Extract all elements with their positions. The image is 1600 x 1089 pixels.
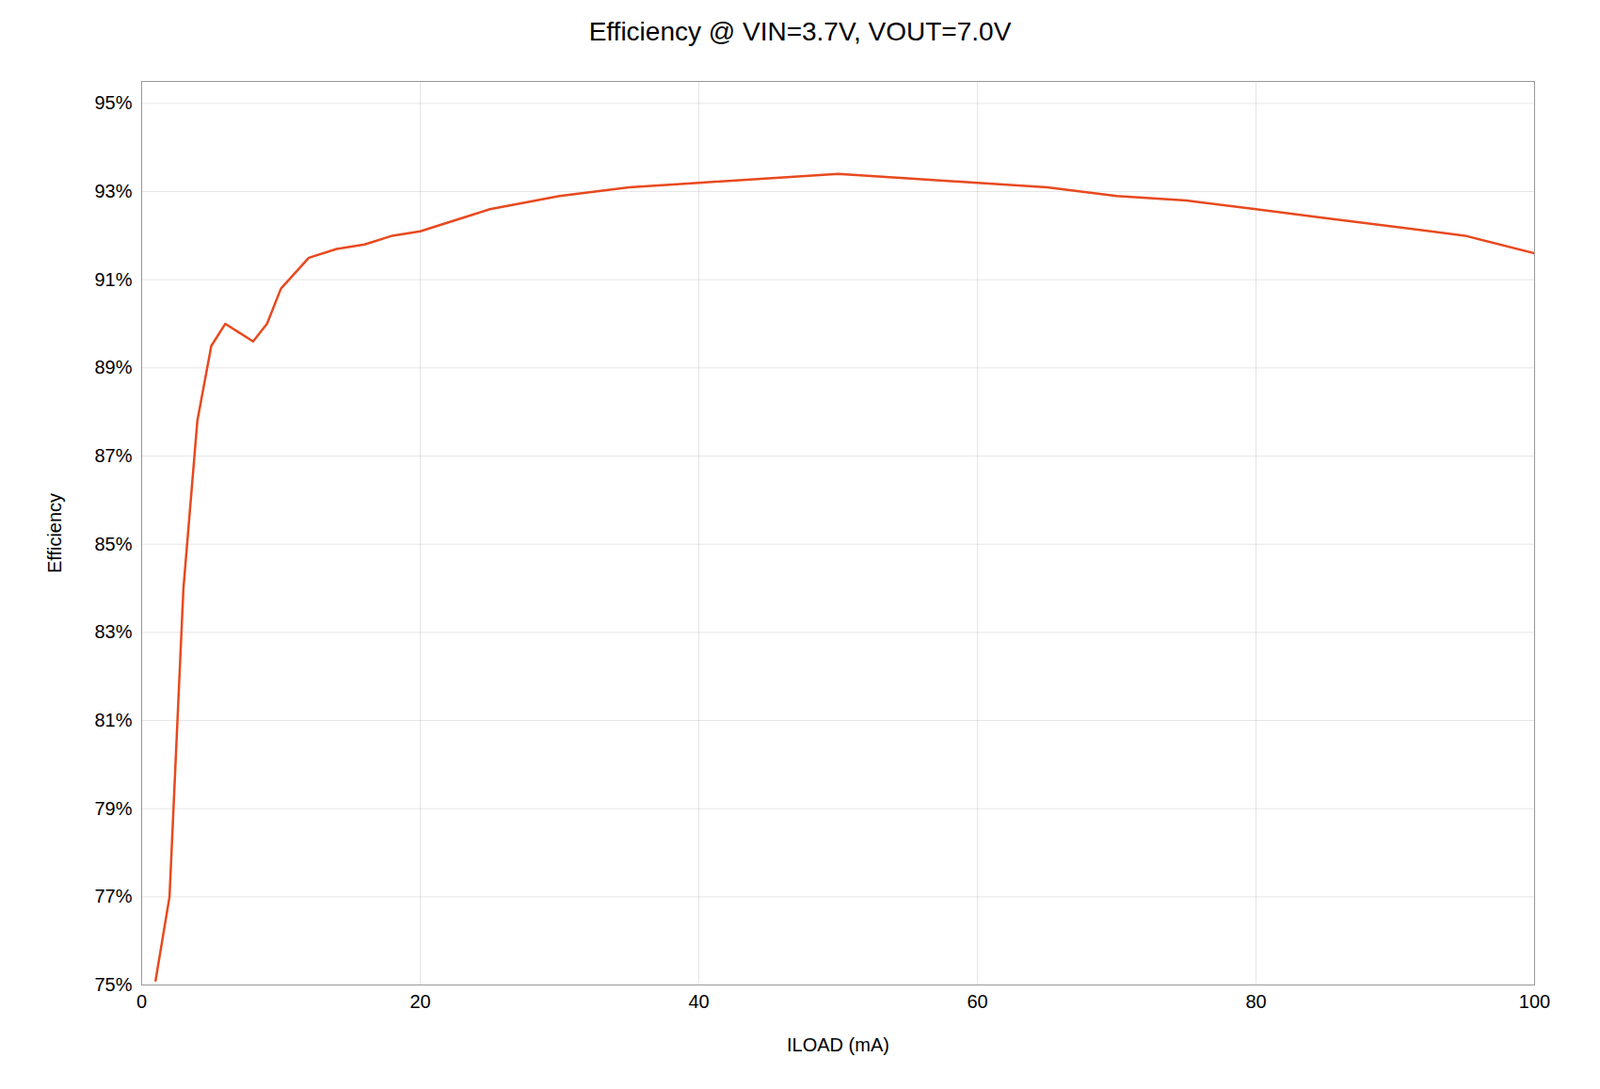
svg-text:75%: 75%	[94, 974, 132, 995]
svg-text:85%: 85%	[94, 533, 132, 555]
svg-text:93%: 93%	[94, 180, 132, 202]
svg-text:Efficiency: Efficiency	[44, 493, 65, 574]
svg-text:83%: 83%	[94, 621, 132, 642]
html-text:Efficiency @ VIN=3.7V, VOUT=7.: Efficiency @ VIN=3.7V, VOUT=7.0V	[588, 16, 1012, 47]
svg-text:81%: 81%	[94, 709, 132, 731]
svg-text:ILOAD (mA): ILOAD (mA)	[786, 1034, 890, 1056]
svg-text:60: 60	[966, 991, 988, 1012]
svg-text:87%: 87%	[94, 445, 132, 466]
svg-text:79%: 79%	[94, 798, 132, 819]
svg-text:95%: 95%	[94, 92, 132, 113]
svg-text:20: 20	[409, 991, 431, 1012]
svg-text:80: 80	[1245, 991, 1266, 1012]
svg-text:77%: 77%	[94, 885, 132, 907]
svg-text:91%: 91%	[94, 269, 132, 290]
svg-text:0: 0	[136, 991, 147, 1012]
svg-text:89%: 89%	[94, 356, 132, 378]
svg-text:100: 100	[1519, 991, 1551, 1012]
svg-text:40: 40	[688, 991, 709, 1012]
